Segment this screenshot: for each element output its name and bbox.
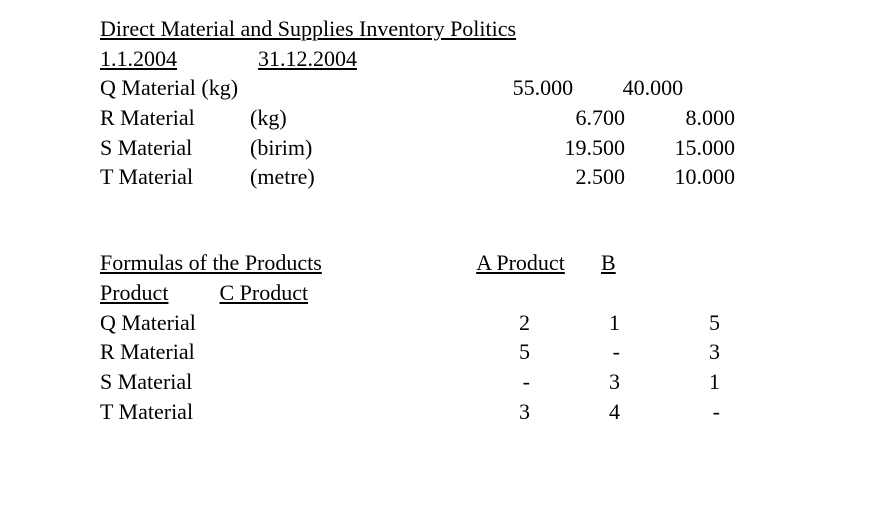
document-page: Direct Material and Supplies Inventory P… <box>0 0 893 426</box>
material-row: T Material (metre) 2.50010.000 <box>100 162 893 192</box>
col-a-heading: A Product <box>446 248 596 278</box>
formula-c: - <box>620 397 720 427</box>
material-row: Q Material (kg) 55.00040.000 <box>100 73 893 103</box>
material-unit: (kg) <box>250 103 330 133</box>
formula-b: 1 <box>530 308 620 338</box>
formula-a: - <box>440 367 530 397</box>
material-unit: (birim) <box>250 133 330 163</box>
material-row: R Material (kg) 6.7008.000 <box>100 103 893 133</box>
material-value-end: 40.000 <box>573 73 683 103</box>
material-value-end: 8.000 <box>625 103 735 133</box>
material-name: R Material <box>100 103 220 133</box>
formula-b: - <box>530 337 620 367</box>
formula-b: 4 <box>530 397 620 427</box>
formulas-table: Q Material215R Material5-3S Material-31T… <box>100 308 893 427</box>
formula-material: S Material <box>100 367 440 397</box>
formula-row: S Material-31 <box>100 367 893 397</box>
material-value-start: 2.500 <box>505 162 625 192</box>
materials-table: Q Material (kg) 55.00040.000 R Material (kg… <box>100 73 893 192</box>
formula-material: Q Material <box>100 308 440 338</box>
material-name: S Material <box>100 133 220 163</box>
formula-c: 5 <box>620 308 720 338</box>
section2-heading-row: Formulas of the Products A Product B <box>100 248 893 278</box>
formula-a: 2 <box>440 308 530 338</box>
section1-title-part1: Direct Material and Supplies <box>100 16 354 41</box>
section1-title-part2: Inventory Politics <box>354 16 517 41</box>
formulas-heading: Formulas of the Products <box>100 248 440 278</box>
formula-c: 1 <box>620 367 720 397</box>
col-b-heading: B <box>601 248 641 278</box>
material-value-end: 15.000 <box>625 133 735 163</box>
formula-material: T Material <box>100 397 440 427</box>
material-value-start: 55.000 <box>453 73 573 103</box>
formula-a: 5 <box>440 337 530 367</box>
formula-a: 3 <box>440 397 530 427</box>
material-name: Q Material (kg) <box>100 75 238 100</box>
section-spacer <box>100 192 893 248</box>
wrap-product: Product <box>100 280 168 305</box>
formula-c: 3 <box>620 337 720 367</box>
formula-material: R Material <box>100 337 440 367</box>
formula-row: T Material34- <box>100 397 893 427</box>
section2-heading-wrap: Product C Product <box>100 278 893 308</box>
dates-row: 1.1.2004 31.12.2004 <box>100 44 893 74</box>
section1-title-row: Direct Material and Supplies Inventory P… <box>100 14 893 44</box>
formula-b: 3 <box>530 367 620 397</box>
material-row: S Material (birim) 19.50015.000 <box>100 133 893 163</box>
formula-row: R Material5-3 <box>100 337 893 367</box>
date-start: 1.1.2004 <box>100 46 177 71</box>
material-value-start: 19.500 <box>505 133 625 163</box>
material-value-start: 6.700 <box>505 103 625 133</box>
date-end: 31.12.2004 <box>258 46 357 71</box>
material-unit: (metre) <box>250 162 330 192</box>
formula-row: Q Material215 <box>100 308 893 338</box>
wrap-cproduct: C Product <box>219 280 308 305</box>
material-name: T Material <box>100 162 220 192</box>
material-value-end: 10.000 <box>625 162 735 192</box>
